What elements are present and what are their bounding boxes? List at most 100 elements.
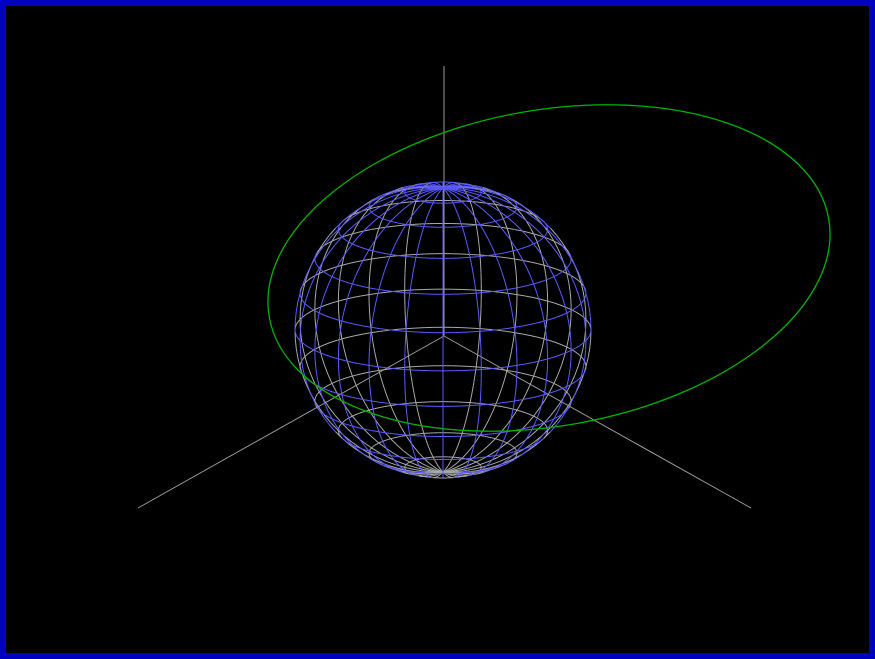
sphere-front-segment [499,198,509,203]
sphere-front-segment [580,374,584,378]
sphere-back-segment [550,266,557,270]
sphere-back-segment [471,206,474,213]
sphere-front-segment [488,329,498,332]
sphere-back-segment [568,393,571,397]
sphere-front-segment [429,184,437,187]
sphere-front-segment [476,185,484,189]
sphere-back-segment [495,405,502,408]
sphere-front-segment [325,354,332,358]
sphere-back-segment [461,452,468,459]
sphere-front-segment [465,462,469,468]
sphere-back-segment [368,292,378,296]
sphere-back-segment [569,318,572,329]
sphere-front-segment [477,187,479,189]
sphere-front-segment [447,193,451,199]
sphere-back-segment [329,407,336,417]
sphere-front-segment [570,381,576,385]
sphere-front-segment [346,243,353,252]
sphere-back-segment [341,338,345,349]
sphere-back-segment [550,227,557,236]
sphere-back-segment [475,457,485,463]
sphere-back-segment [378,221,382,229]
sphere-front-segment [415,195,423,201]
sphere-front-segment [498,444,503,451]
sphere-front-segment [410,441,414,449]
sphere-back-segment [580,282,584,286]
sphere-back-segment [549,238,555,242]
sphere-back-segment [532,297,541,300]
sphere-back-segment [338,273,341,283]
sphere-front-segment [481,368,491,371]
sphere-front-segment [484,291,493,293]
sphere-back-segment [506,257,515,260]
sphere-front-segment [463,466,467,471]
sphere-front-segment [397,468,402,471]
sphere-front-segment [471,185,474,187]
sphere-front-segment [355,245,361,248]
sphere-back-segment [537,336,545,340]
sphere-front-segment [506,215,510,218]
sphere-back-segment [409,218,412,225]
sphere-back-segment [560,356,565,366]
sphere-front-segment [397,231,403,239]
sphere-front-segment [529,444,534,448]
sphere-back-segment [509,443,512,446]
sphere-front-segment [568,251,571,255]
sphere-front-segment [314,310,320,314]
sphere-front-segment [370,210,372,213]
sphere-front-segment [374,214,377,217]
sphere-front-segment [341,279,347,283]
sphere-front-segment [522,217,531,224]
sphere-front-segment [386,254,392,264]
sphere-back-segment [295,321,299,325]
sphere-front-segment [433,189,439,195]
sphere-front-segment [359,447,365,451]
sphere-front-segment [324,272,329,275]
sphere-front-segment [384,465,388,468]
sphere-front-segment [547,356,555,360]
sphere-front-segment [396,254,404,257]
sphere-back-segment [553,240,559,244]
sphere-back-segment [510,242,514,251]
sphere-front-segment [409,457,416,460]
sphere-front-segment [376,289,380,299]
sphere-back-segment [575,311,580,315]
sphere-front-segment [306,345,311,349]
sphere-front-segment [491,455,496,461]
sphere-back-segment [498,388,503,398]
sphere-back-segment [310,275,316,279]
sphere-front-segment [475,224,481,226]
sphere-front-segment [302,300,306,304]
sphere-front-segment [371,199,374,202]
sphere-front-segment [466,474,472,477]
sphere-front-segment [491,246,496,255]
sphere-front-segment [409,256,416,258]
sphere-front-segment [447,189,453,195]
sphere-front-segment [545,232,548,236]
sphere-back-segment [452,475,458,477]
sphere-front-segment [495,466,499,469]
sphere-back-segment [533,366,538,377]
sphere-front-segment [452,202,456,209]
sphere-back-segment [566,391,570,395]
sphere-back-segment [491,448,500,454]
sphere-back-segment [417,410,421,419]
sphere-back-segment [409,461,419,466]
sphere-front-segment [570,258,577,268]
sphere-front-segment [451,188,460,193]
sphere-back-segment [545,434,548,437]
sphere-front-segment [405,187,416,191]
sphere-back-segment [352,295,361,299]
sphere-front-segment [522,205,531,212]
sphere-front-segment [532,360,541,363]
sphere-front-segment [475,470,481,473]
sphere-front-segment [363,445,370,452]
sphere-back-segment [546,432,548,435]
sphere-front-segment [498,465,502,468]
sphere-front-segment [404,331,407,342]
sphere-front-segment [565,250,572,260]
sphere-back-segment [479,434,485,437]
sphere-front-segment [426,188,435,193]
